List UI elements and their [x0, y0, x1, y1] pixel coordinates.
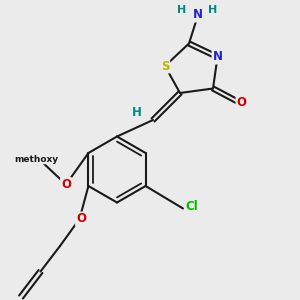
Text: H: H	[208, 4, 217, 15]
Text: N: N	[193, 8, 203, 22]
Text: methoxy: methoxy	[14, 154, 58, 164]
Text: Cl: Cl	[186, 200, 198, 214]
Text: N: N	[212, 50, 223, 64]
Text: O: O	[61, 178, 71, 191]
Text: S: S	[161, 59, 169, 73]
Text: O: O	[236, 95, 247, 109]
Text: H: H	[177, 4, 186, 15]
Text: H: H	[132, 106, 141, 119]
Text: O: O	[76, 212, 86, 226]
